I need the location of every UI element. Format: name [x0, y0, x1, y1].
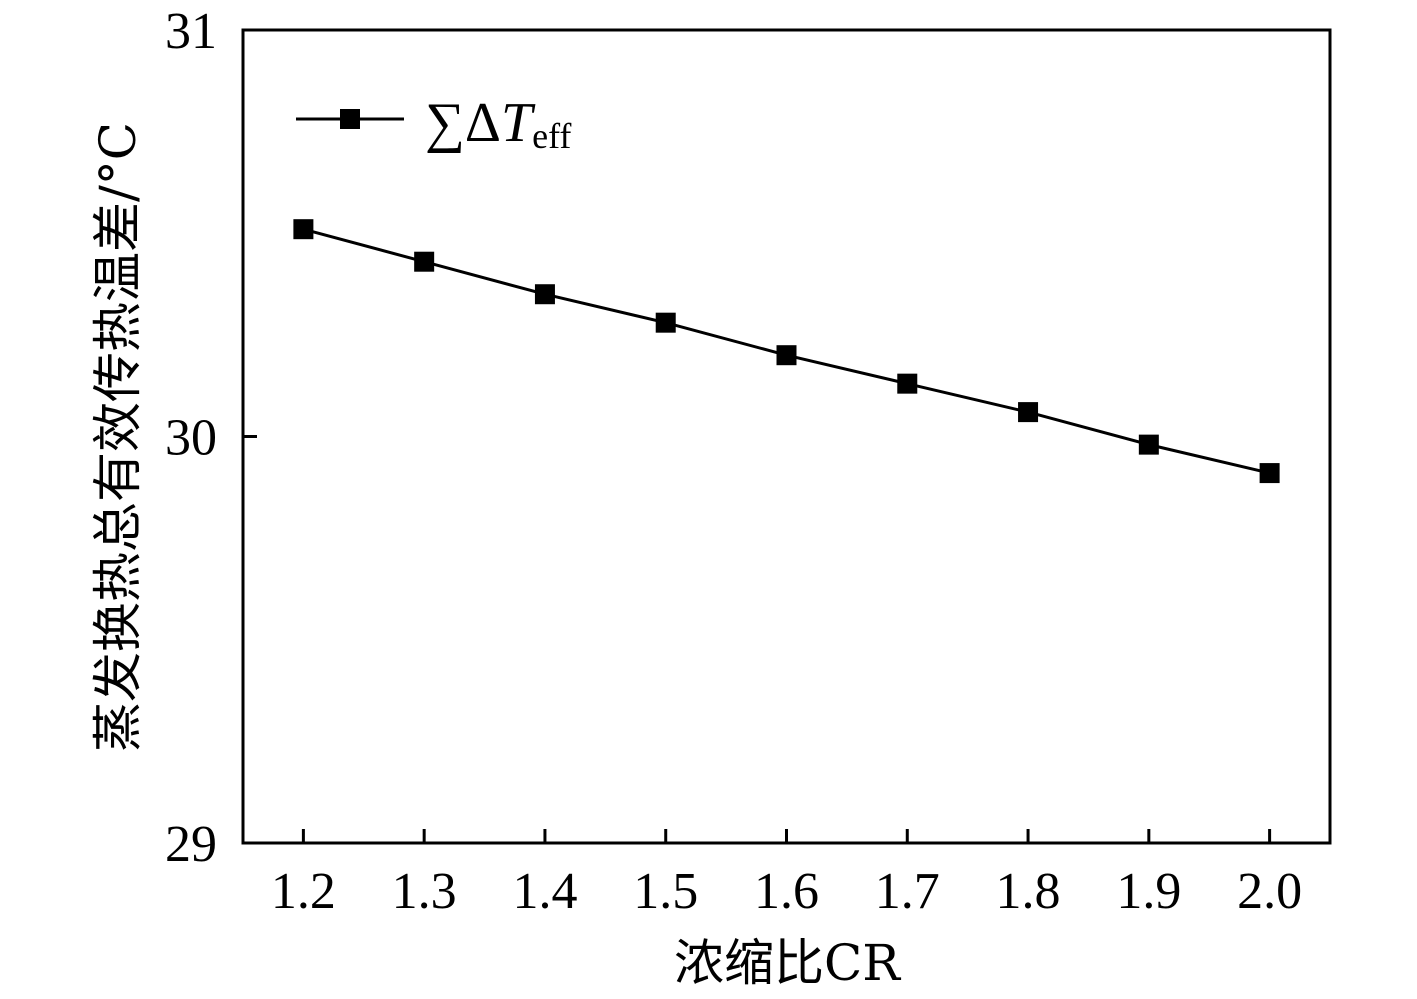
- y-tick-label: 29: [165, 816, 217, 873]
- x-tick-label: 2.0: [1237, 863, 1302, 920]
- x-tick-label: 1.7: [875, 863, 940, 920]
- x-tick-label: 1.2: [271, 863, 336, 920]
- data-point: [414, 251, 435, 272]
- y-tick-label: 30: [165, 410, 217, 467]
- x-tick-label: 1.8: [996, 863, 1061, 920]
- x-tick-label: 1.3: [392, 863, 457, 920]
- data-point: [776, 345, 797, 366]
- x-tick-label: 1.5: [633, 863, 698, 920]
- y-axis-ticks: 29 30 31: [165, 3, 257, 873]
- data-point: [1259, 463, 1280, 484]
- legend-label-prefix: ∑Δ: [425, 92, 501, 154]
- x-axis-title: 浓缩比CR: [674, 934, 901, 992]
- data-point: [293, 219, 314, 240]
- legend-label-subscript: eff: [532, 116, 571, 156]
- data-point: [655, 312, 676, 333]
- x-tick-label: 1.6: [754, 863, 819, 920]
- data-point: [534, 284, 555, 305]
- series-layer: [293, 219, 1280, 484]
- data-point: [897, 373, 918, 394]
- legend: ∑ΔTeff: [296, 92, 571, 156]
- data-point: [1018, 402, 1039, 423]
- y-axis-title: 蒸发换热总有效传热温差/°C: [89, 122, 147, 752]
- legend-marker: [340, 109, 360, 129]
- y-tick-label: 31: [165, 3, 217, 60]
- plot-frame: [241, 28, 1332, 845]
- x-tick-label: 1.4: [512, 863, 577, 920]
- x-axis-ticks: 1.2 1.3 1.4 1.5 1.6 1.7 1.8 1.9 2.0: [271, 829, 1302, 920]
- legend-label-symbol: T: [501, 92, 536, 154]
- x-tick-label: 1.9: [1116, 863, 1181, 920]
- legend-label: ∑ΔTeff: [425, 92, 571, 156]
- data-point: [1138, 434, 1159, 455]
